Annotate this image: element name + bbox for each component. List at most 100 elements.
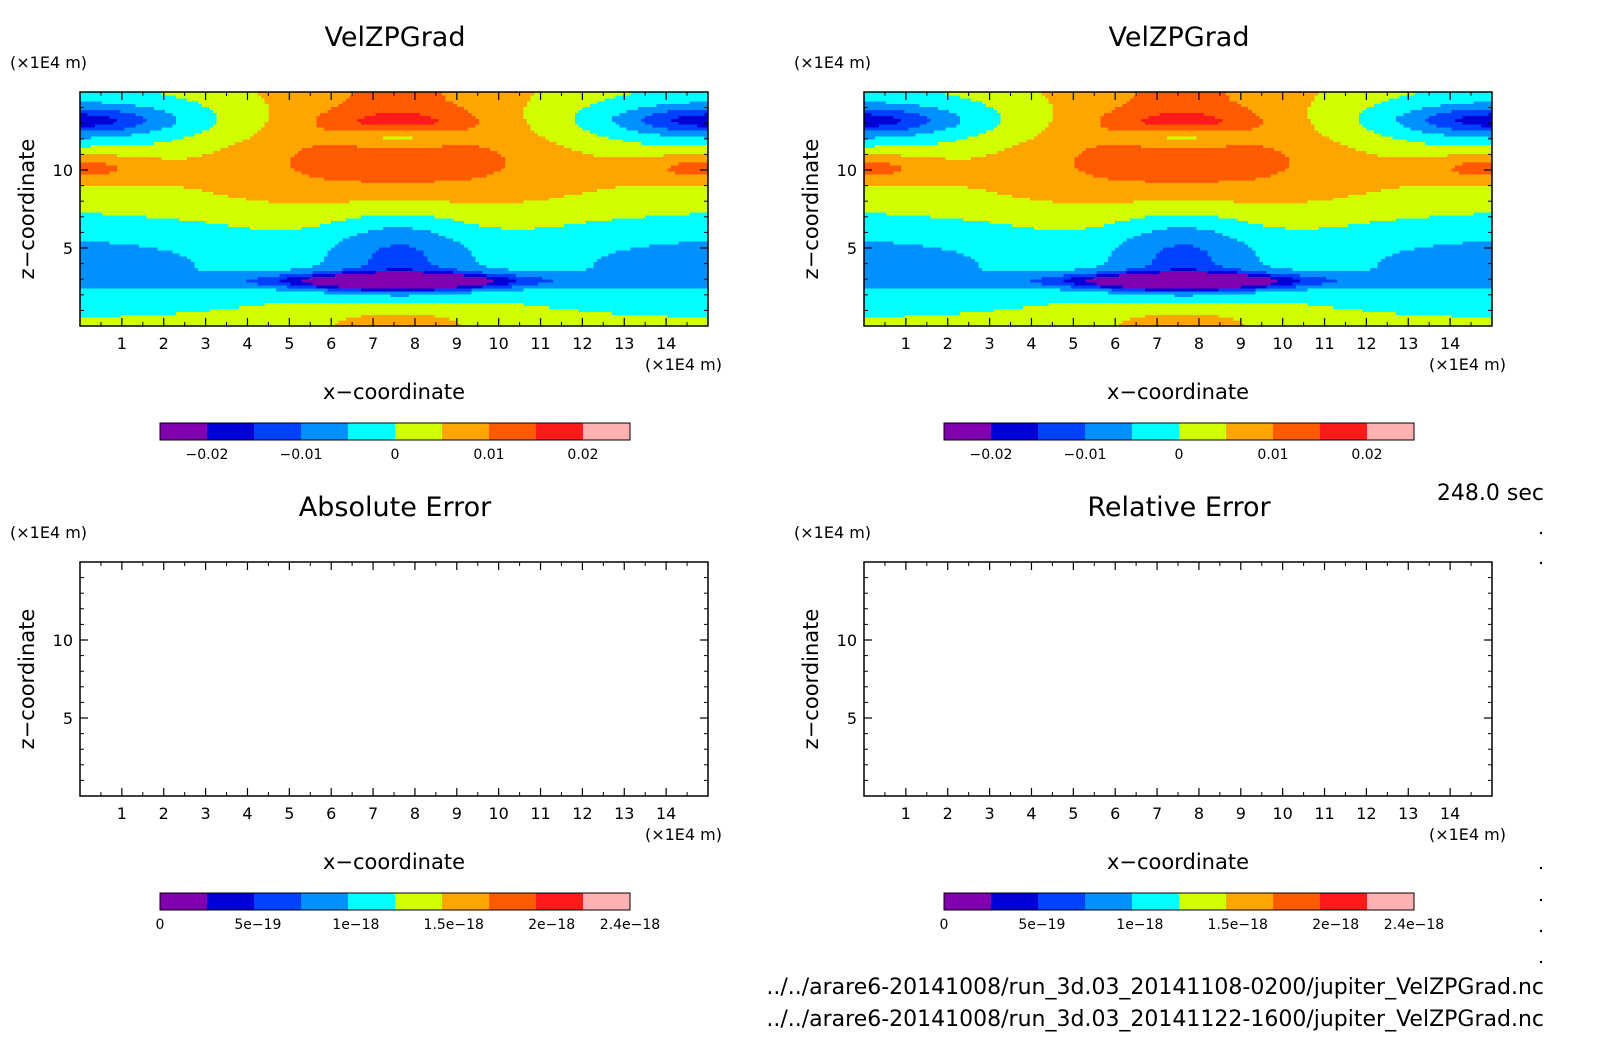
x-tick-label: 2 [943, 334, 953, 353]
x-tick-label: 5 [284, 804, 294, 823]
x-axis-title: x−coordinate [323, 380, 465, 404]
colorbar-tick-label: 0 [940, 917, 949, 933]
colorbar-swatch [348, 423, 395, 440]
y-unit-label: (×1E4 m) [10, 53, 87, 72]
colorbar-swatch [254, 893, 301, 910]
colorbar-swatch [1367, 893, 1414, 910]
contour-fill [864, 92, 1493, 326]
colorbar-swatch [301, 423, 348, 440]
x-tick-label: 11 [1314, 334, 1334, 353]
x-tick-label: 3 [201, 804, 211, 823]
x-tick-label: 14 [1440, 804, 1460, 823]
colorbar-swatch [301, 893, 348, 910]
colorbar-swatch [1320, 423, 1367, 440]
colorbar-swatch [207, 893, 254, 910]
x-tick-label: 3 [201, 334, 211, 353]
x-tick-label: 14 [656, 334, 676, 353]
x-tick-label: 10 [1272, 334, 1292, 353]
x-tick-label: 9 [452, 804, 462, 823]
colorbar-swatch [1226, 893, 1273, 910]
x-tick-label: 12 [572, 804, 592, 823]
colorbar-swatch [489, 893, 536, 910]
colorbar-swatch [489, 423, 536, 440]
x-tick-label: 8 [1194, 334, 1204, 353]
y-tick-label: 10 [837, 631, 857, 650]
x-tick-label: 13 [1398, 334, 1418, 353]
x-tick-label: 9 [1236, 804, 1246, 823]
colorbar-swatch [1179, 423, 1226, 440]
x-tick-label: 13 [614, 804, 634, 823]
colorbar-swatch [348, 893, 395, 910]
y-tick-label: 10 [53, 631, 73, 650]
colorbar-tick-label: 2.4e−18 [600, 917, 660, 933]
colorbar-swatch [1179, 893, 1226, 910]
colorbar-tick-label: 0 [391, 447, 400, 463]
x-unit-label: (×1E4 m) [645, 825, 722, 844]
y-axis-title: z−coordinate [799, 609, 823, 750]
colorbar-tick-label: −0.01 [280, 447, 323, 463]
colorbar-tick-label: 1.5e−18 [1208, 917, 1268, 933]
colorbar-swatch [1132, 423, 1179, 440]
colorbar-tick-label: 2e−18 [1312, 917, 1359, 933]
colorbar-tick-label: 1.5e−18 [424, 917, 484, 933]
x-tick-label: 5 [1068, 804, 1078, 823]
x-tick-label: 4 [242, 334, 252, 353]
x-unit-label: (×1E4 m) [645, 355, 722, 374]
colorbar-tick-label: 0 [156, 917, 165, 933]
y-tick-label: 10 [53, 161, 73, 180]
colorbar-swatch [254, 423, 301, 440]
colorbar-swatch [395, 423, 442, 440]
y-tick-label: 5 [63, 239, 73, 258]
x-tick-label: 12 [1356, 334, 1376, 353]
plot-area [864, 92, 1493, 326]
y-unit-label: (×1E4 m) [794, 53, 871, 72]
contour-fill [80, 92, 709, 326]
plot-area [864, 562, 1492, 796]
y-axis-title: z−coordinate [799, 139, 823, 280]
x-tick-label: 2 [943, 804, 953, 823]
x-tick-label: 11 [530, 804, 550, 823]
colorbar-swatch [1226, 423, 1273, 440]
x-tick-label: 8 [1194, 804, 1204, 823]
y-tick-label: 5 [847, 709, 857, 728]
x-tick-label: 13 [614, 334, 634, 353]
colorbar-tick-label: −0.01 [1064, 447, 1107, 463]
colorbar-swatch [991, 893, 1038, 910]
colorbar-tick-label: 5e−19 [234, 917, 281, 933]
x-axis-title: x−coordinate [1107, 380, 1249, 404]
x-unit-label: (×1E4 m) [1429, 825, 1506, 844]
colorbar-swatch [442, 423, 489, 440]
file-path-1: ../../arare6-20141008/run_3d.03_20141108… [766, 975, 1544, 1000]
x-tick-label: 10 [1272, 804, 1292, 823]
x-tick-label: 12 [1356, 804, 1376, 823]
colorbar-swatch [536, 893, 583, 910]
colorbar-swatch [160, 423, 207, 440]
x-tick-label: 3 [985, 334, 995, 353]
colorbar-tick-label: −0.02 [186, 447, 229, 463]
colorbar-tick-label: 0 [1175, 447, 1184, 463]
y-tick-label: 5 [63, 709, 73, 728]
colorbar-tick-label: 0.01 [473, 447, 504, 463]
panel-title: VelZPGrad [1109, 22, 1250, 53]
x-axis-title: x−coordinate [1107, 850, 1249, 874]
x-tick-label: 7 [368, 334, 378, 353]
colorbar-swatch [207, 423, 254, 440]
panel-title: VelZPGrad [325, 22, 466, 53]
colorbar-tick-label: 1e−18 [332, 917, 379, 933]
plot-area [80, 92, 709, 326]
x-tick-label: 4 [1026, 804, 1036, 823]
x-tick-label: 1 [117, 804, 127, 823]
plot-area [80, 562, 708, 796]
y-unit-label: (×1E4 m) [794, 523, 871, 542]
file-path-2: ../../arare6-20141008/run_3d.03_20141122… [766, 1007, 1544, 1032]
colorbar-swatch [1038, 893, 1085, 910]
colorbar-swatch [1085, 423, 1132, 440]
x-tick-label: 12 [572, 334, 592, 353]
x-tick-label: 13 [1398, 804, 1418, 823]
x-tick-label: 11 [1314, 804, 1334, 823]
x-tick-label: 7 [1152, 334, 1162, 353]
time-label: 248.0 sec [1437, 481, 1544, 506]
x-tick-label: 4 [242, 804, 252, 823]
colorbar-swatch [583, 423, 630, 440]
x-tick-label: 7 [1152, 804, 1162, 823]
